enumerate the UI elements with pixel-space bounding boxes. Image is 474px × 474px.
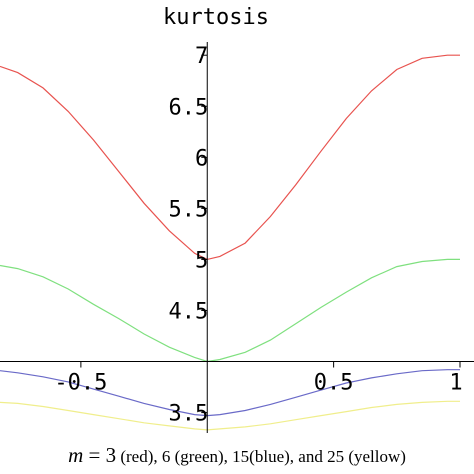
y-tick-label-6: 7 [195, 44, 208, 69]
caption-m-symbol: m [68, 443, 84, 467]
series-layer [0, 54, 460, 431]
y-tick-label-1: 4.5 [169, 299, 209, 324]
ticks-layer: -0.5 0.5 1 3.5 4.5 5 5.5 6 6.5 7 [54, 44, 462, 426]
caption-m-value: 3 [105, 443, 117, 467]
y-tick-label-4: 6 [195, 146, 208, 171]
series-line-0 [0, 54, 460, 261]
y-tick-label-3: 5.5 [169, 197, 209, 222]
x-tick-label-0: -0.5 [54, 371, 107, 396]
axes-layer [0, 42, 474, 433]
figure-caption: m = 3 (red), 6 (green), 15(blue), and 25… [0, 443, 474, 468]
series-line-2 [0, 369, 460, 417]
series-line-3 [0, 400, 460, 431]
y-tick-label-5: 6.5 [169, 95, 209, 120]
chart-title: kurtosis [163, 5, 269, 30]
x-tick-label-2: 1 [449, 371, 462, 396]
caption-equals: = [83, 443, 106, 467]
y-tick-label-0: 3.5 [169, 402, 209, 427]
y-tick-label-2: 5 [195, 248, 208, 273]
caption-text: (red), 6 (green), 15(blue), and 25 (yell… [116, 447, 406, 466]
x-tick-label-1: 0.5 [314, 371, 354, 396]
series-line-1 [0, 258, 460, 363]
